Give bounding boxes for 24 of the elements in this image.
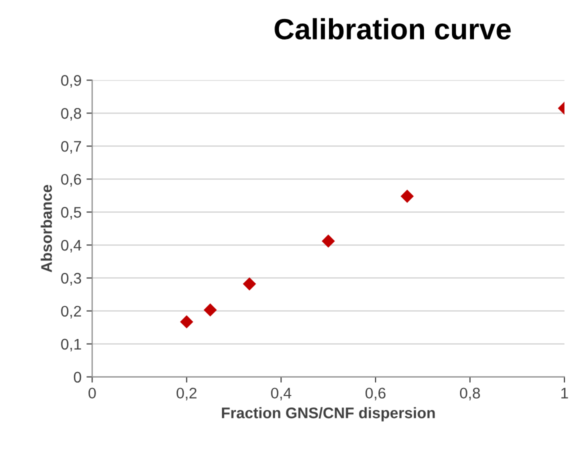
y-tick-label: 0 — [74, 372, 82, 383]
point — [242, 277, 256, 291]
y-axis-title: Absorbance — [40, 184, 52, 272]
x-tick-label: 1 — [561, 388, 568, 398]
y-tick-label: 0,7 — [61, 140, 81, 154]
y-tick-label: 0,6 — [61, 174, 82, 187]
y-tick-label: 0,5 — [61, 206, 82, 220]
point — [180, 315, 194, 328]
x-axis-title: Fraction GNS/CNF dispersion — [222, 407, 435, 422]
y-tick-label: 0,1 — [61, 338, 82, 352]
y-tick-label: 0,4 — [61, 240, 82, 253]
x-tick-label: 0,8 — [460, 388, 480, 400]
point — [322, 234, 335, 248]
point — [400, 190, 414, 203]
x-tick-label: 0 — [88, 388, 96, 399]
y-tick-label: 0,2 — [61, 306, 81, 318]
point — [204, 303, 217, 317]
y-tick-label: 0,8 — [61, 108, 82, 121]
y-tick-label: 0,3 — [61, 272, 82, 286]
x-tick-label: 0,2 — [176, 388, 196, 400]
x-tick-label: 0,6 — [366, 388, 386, 400]
chart-title: Calibration curve — [274, 18, 511, 40]
y-tick-label: 0,9 — [61, 75, 82, 88]
x-tick-label: 0,4 — [271, 388, 292, 400]
